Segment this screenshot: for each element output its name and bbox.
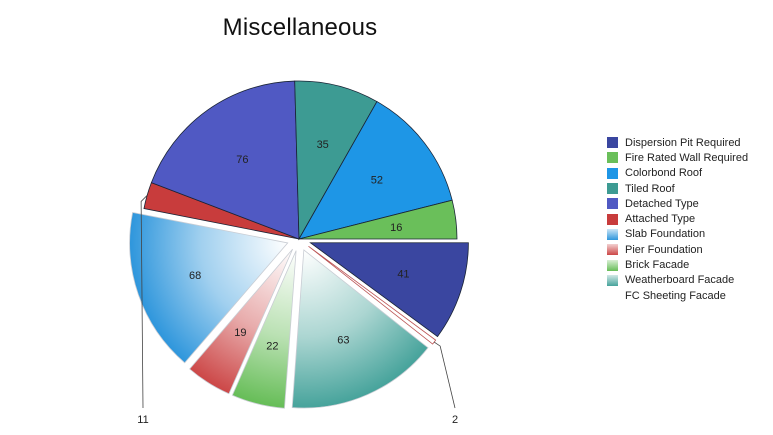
pie-chart: 41 2 63 22 19 68 11 76 35 52 16 <box>129 80 469 426</box>
slice-value-detached-type: 76 <box>236 154 248 166</box>
slice-labels: 41 2 63 22 19 68 11 76 35 52 16 <box>137 139 458 426</box>
legend-label: Dispersion Pit Required <box>625 136 741 149</box>
legend-label: Pier Foundation <box>625 243 703 256</box>
legend-swatch <box>607 213 618 225</box>
pie-slices <box>129 80 469 409</box>
legend-item-colorbond-roof[interactable]: Colorbond Roof <box>607 166 748 181</box>
legend-label: Colorbond Roof <box>625 167 703 180</box>
leader-line-fc-sheeting-facade <box>433 341 456 409</box>
chart-title: Miscellaneous <box>222 14 378 41</box>
legend: Dispersion Pit Required Fire Rated Wall R… <box>607 135 748 303</box>
legend-item-dispersion-pit-required[interactable]: Dispersion Pit Required <box>607 135 748 150</box>
legend-swatch <box>607 228 618 240</box>
legend-label: FC Sheeting Facade <box>625 289 726 302</box>
pie-slice-tiled-roof <box>294 80 378 241</box>
legend-swatch <box>607 152 618 164</box>
legend-label: Detached Type <box>625 197 699 210</box>
legend-swatch <box>607 183 618 195</box>
slice-value-colorbond-roof: 52 <box>371 175 383 187</box>
legend-label: Brick Facade <box>625 259 690 272</box>
slice-value-attached-type: 11 <box>137 414 148 426</box>
legend-label: Weatherboard Facade <box>625 274 735 287</box>
legend-label: Attached Type <box>625 213 696 226</box>
legend-swatch <box>607 290 618 301</box>
legend-swatch <box>607 244 618 256</box>
pie-slice-fire-rated-wall-required <box>298 199 458 240</box>
legend-item-weatherboard-facade[interactable]: Weatherboard Facade <box>607 273 748 288</box>
leader-line-attached-type <box>140 195 148 409</box>
legend-swatch <box>607 198 618 210</box>
legend-label: Tiled Roof <box>625 182 675 195</box>
legend-swatch <box>607 167 618 179</box>
slice-value-slab-foundation: 68 <box>189 270 201 282</box>
slice-value-tiled-roof: 35 <box>317 139 329 151</box>
legend-swatch <box>607 259 618 271</box>
pie-slice-slab-foundation <box>129 212 289 364</box>
legend-swatch <box>607 274 618 286</box>
legend-item-slab-foundation[interactable]: Slab Foundation <box>607 227 748 242</box>
slice-value-pier-foundation: 19 <box>234 327 246 339</box>
legend-label: Slab Foundation <box>625 228 706 241</box>
slice-value-fc-sheeting-facade: 2 <box>452 414 458 426</box>
pie-slice-pier-foundation <box>189 248 293 395</box>
legend-item-brick-facade[interactable]: Brick Facade <box>607 257 748 272</box>
legend-item-attached-type[interactable]: Attached Type <box>607 211 748 226</box>
legend-label: Fire Rated Wall Required <box>625 151 749 164</box>
pie-slice-colorbond-roof <box>298 101 453 240</box>
legend-swatch <box>607 137 618 149</box>
legend-item-fc-sheeting-facade[interactable]: FC Sheeting Facade <box>607 288 748 303</box>
slice-value-dispersion-pit-required: 41 <box>397 268 409 280</box>
pie-slice-detached-type <box>150 80 300 240</box>
pie-slice-weatherboard-facade <box>291 249 429 409</box>
pie-slice-dispersion-pit-required <box>309 242 469 338</box>
slice-value-brick-facade: 22 <box>266 341 278 353</box>
legend-item-detached-type[interactable]: Detached Type <box>607 196 748 211</box>
pie-slice-brick-facade <box>231 250 297 409</box>
slice-value-fire-rated-wall-required: 16 <box>390 222 402 234</box>
pie-slice-fc-sheeting-facade <box>308 245 437 345</box>
slice-value-weatherboard-facade: 63 <box>337 335 349 347</box>
legend-item-fire-rated-wall-required[interactable]: Fire Rated Wall Required <box>607 150 748 165</box>
leader-lines <box>140 195 456 409</box>
legend-item-pier-foundation[interactable]: Pier Foundation <box>607 242 748 257</box>
legend-item-tiled-roof[interactable]: Tiled Roof <box>607 181 748 196</box>
